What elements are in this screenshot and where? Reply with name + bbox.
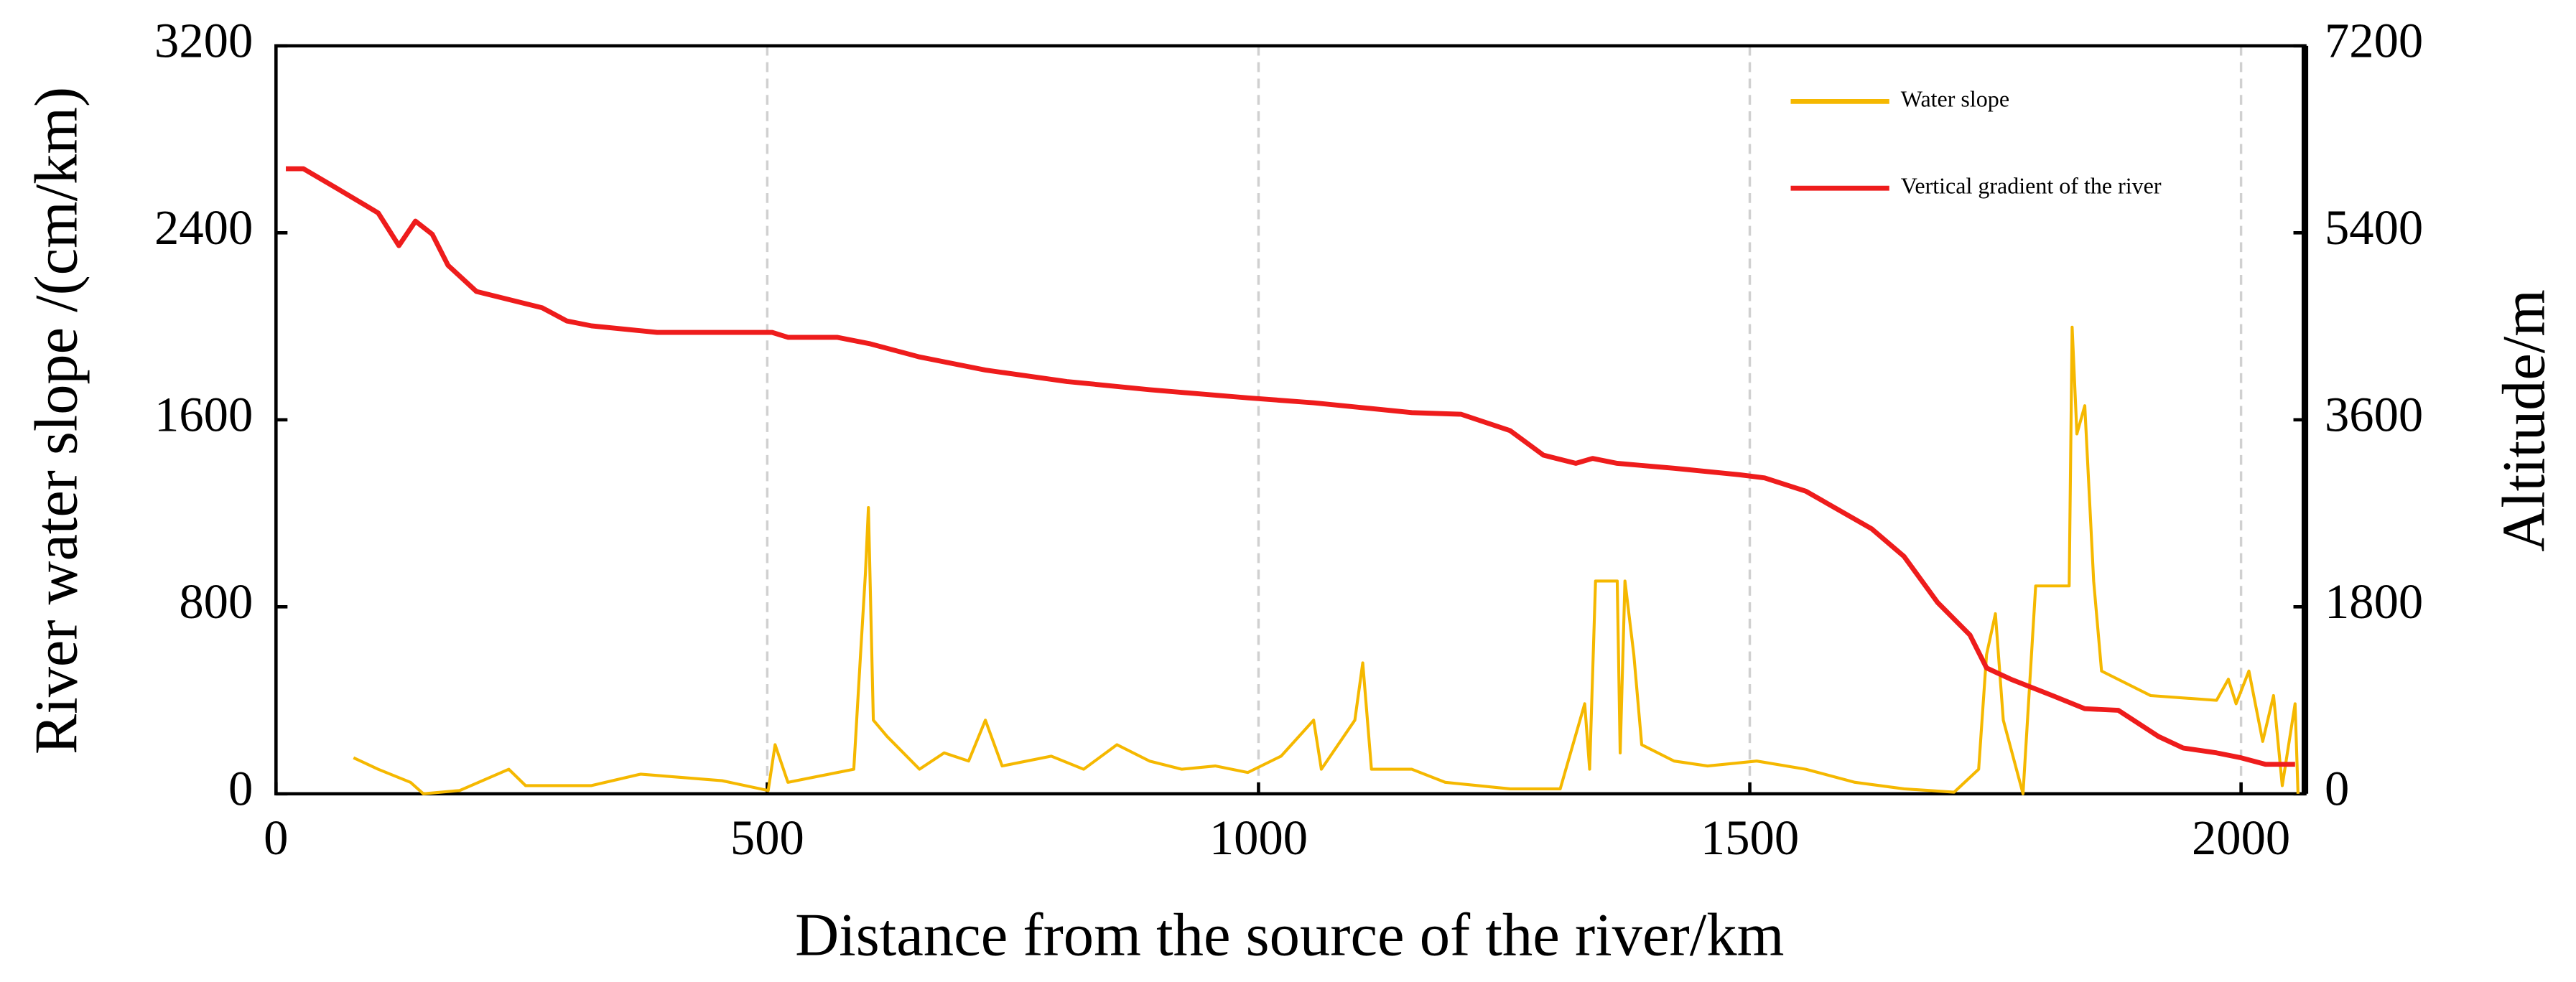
x-tick-label: 1500 [1701, 810, 1799, 865]
legend-label: Water slope [1901, 87, 2009, 112]
x-axis-title: Distance from the source of the river/km [795, 902, 1784, 968]
y2-tick-label: 5400 [2325, 200, 2423, 255]
y2-tick-label: 7200 [2325, 14, 2423, 68]
legend-label: Vertical gradient of the river [1901, 174, 2162, 199]
y-tick-label: 0 [228, 762, 253, 816]
series-line [286, 166, 2295, 767]
y-tick-label: 800 [179, 574, 253, 629]
x-tick-label: 2000 [2192, 810, 2290, 865]
x-tick-label: 0 [264, 810, 288, 865]
y-tick-label: 3200 [154, 14, 253, 68]
series-line [353, 325, 2300, 795]
y-axis-title: River water slope /(cm/km) [23, 87, 90, 754]
y2-tick-label: 1800 [2325, 574, 2423, 629]
y-tick-label: 2400 [154, 200, 253, 255]
y2-axis-title: Altitude/m [2491, 289, 2557, 552]
y2-tick-label: 3600 [2325, 388, 2423, 442]
x-tick-label: 1000 [1209, 810, 1308, 865]
y2-tick-label: 0 [2325, 762, 2349, 816]
y-tick-label: 1600 [154, 388, 253, 442]
x-tick-label: 500 [730, 810, 804, 865]
